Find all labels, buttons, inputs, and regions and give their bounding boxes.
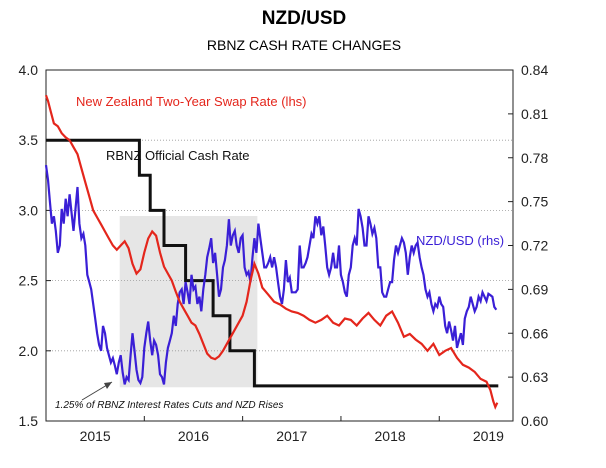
series-label-nzdusd: NZD/USD (rhs) — [416, 233, 504, 248]
series-label-ocr: RBNZ Official Cash Rate — [106, 148, 250, 163]
left-tick-label: 3.0 — [19, 202, 39, 218]
right-tick-label: 0.84 — [521, 62, 548, 78]
left-tick-label: 4.0 — [19, 62, 39, 78]
left-tick-label: 2.0 — [19, 343, 39, 359]
x-tick-label: 2016 — [178, 428, 209, 444]
chart-title: NZD/USD — [262, 8, 346, 29]
series-label-swap: New Zealand Two-Year Swap Rate (lhs) — [76, 94, 307, 109]
x-tick-label: 2015 — [80, 428, 111, 444]
right-tick-label: 0.69 — [521, 281, 548, 297]
left-tick-label: 1.5 — [19, 413, 39, 429]
left-tick-label: 2.5 — [19, 273, 39, 289]
left-tick-label: 3.5 — [19, 132, 39, 148]
right-tick-label: 0.75 — [521, 194, 548, 210]
x-tick-label: 2018 — [375, 428, 406, 444]
right-tick-label: 0.72 — [521, 238, 548, 254]
chart-subtitle: RBNZ CASH RATE CHANGES — [207, 37, 401, 53]
annotation-note: 1.25% of RBNZ Interest Rates Cuts and NZ… — [55, 400, 283, 411]
series-line-nzdusd — [46, 165, 496, 384]
right-tick-label: 0.81 — [521, 106, 548, 122]
right-tick-label: 0.66 — [521, 325, 548, 341]
right-tick-label: 0.78 — [521, 150, 548, 166]
right-tick-label: 0.60 — [521, 413, 548, 429]
right-tick-label: 0.63 — [521, 369, 548, 385]
x-tick-label: 2017 — [276, 428, 307, 444]
x-tick-label: 2019 — [473, 428, 504, 444]
